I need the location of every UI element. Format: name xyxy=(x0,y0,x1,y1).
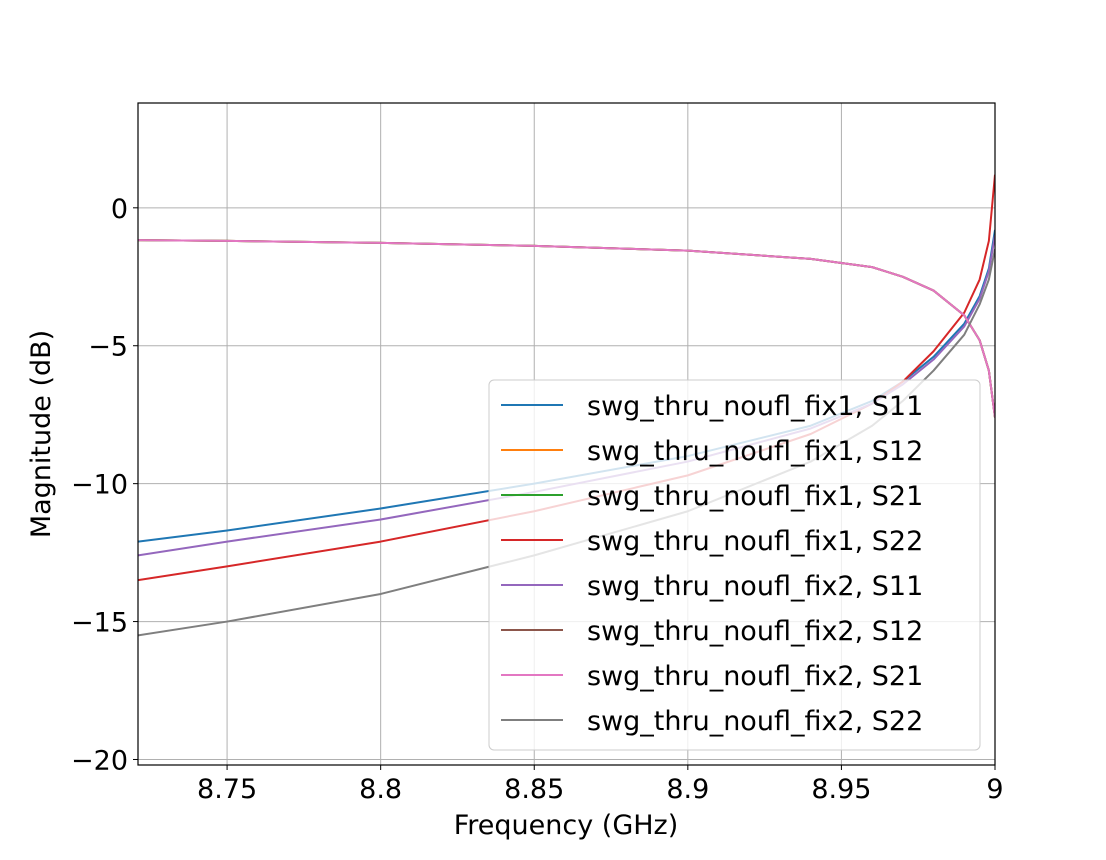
axis-ticks: 8.75 8.8 8.85 8.9 8.95 9 0 −5 −10 −15 −20 xyxy=(71,194,1004,805)
y-tick-label: 0 xyxy=(111,194,128,225)
x-axis-label: Frequency (GHz) xyxy=(454,810,679,841)
legend-label: swg_thru_noufl_fix2, S22 xyxy=(587,706,923,737)
legend-label: swg_thru_noufl_fix1, S21 xyxy=(587,481,923,512)
x-tick-label: 9 xyxy=(986,774,1003,805)
x-tick-label: 8.75 xyxy=(197,774,257,805)
x-tick-label: 8.9 xyxy=(666,774,709,805)
plot-frame xyxy=(137,102,996,766)
x-tick-label: 8.85 xyxy=(504,774,564,805)
y-tick-label: −15 xyxy=(71,608,128,639)
legend-label: swg_thru_noufl_fix1, S22 xyxy=(587,526,923,557)
x-tick-label: 8.8 xyxy=(359,774,402,805)
y-axis-label: Magnitude (dB) xyxy=(26,330,57,538)
legend-label: swg_thru_noufl_fix1, S11 xyxy=(587,391,923,422)
x-tick-label: 8.95 xyxy=(811,774,871,805)
legend: swg_thru_noufl_fix1, S11 swg_thru_noufl_f… xyxy=(488,379,981,751)
legend-label: swg_thru_noufl_fix2, S11 xyxy=(587,571,923,602)
y-tick-label: −10 xyxy=(71,470,128,501)
y-tick-label: −20 xyxy=(71,745,128,776)
legend-label: swg_thru_noufl_fix1, S12 xyxy=(587,436,923,467)
legend-label: swg_thru_noufl_fix2, S21 xyxy=(587,661,923,692)
legend-box xyxy=(488,379,981,751)
legend-label: swg_thru_noufl_fix2, S12 xyxy=(587,616,923,647)
y-tick-label: −5 xyxy=(88,332,128,363)
series-line-7 xyxy=(138,239,995,418)
